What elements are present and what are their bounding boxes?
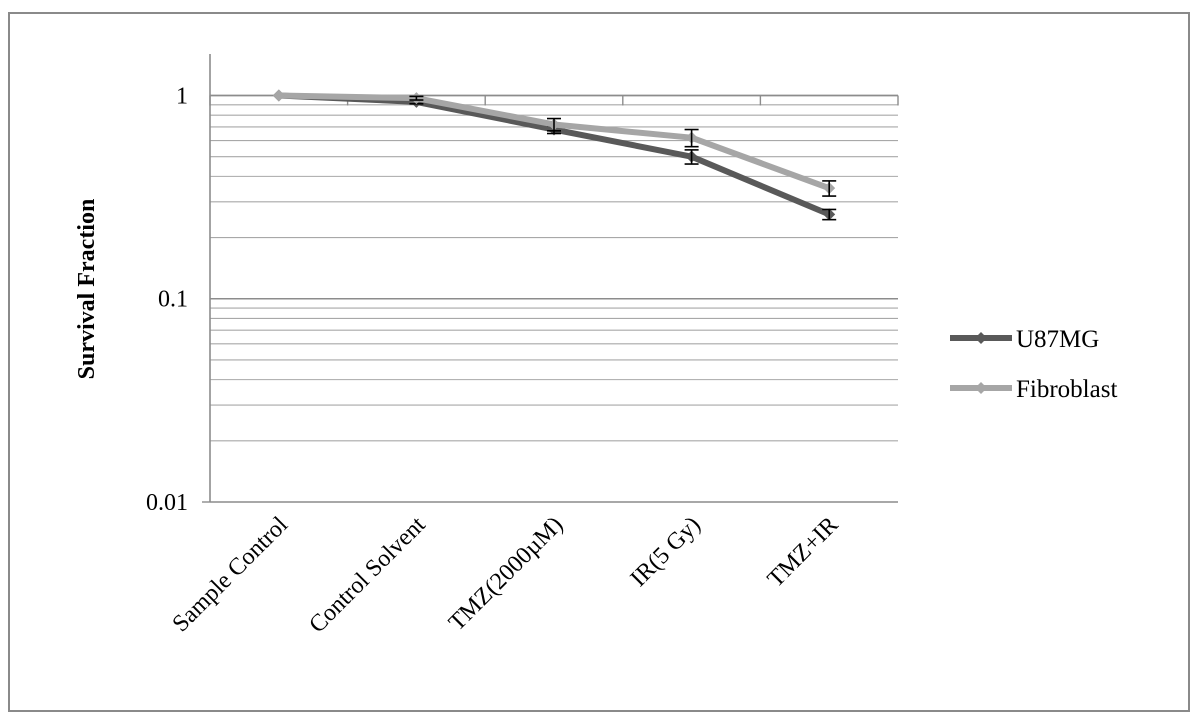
- gridlines: [210, 94, 898, 503]
- y-axis-title: Survival Fraction: [74, 199, 100, 380]
- chart-frame: 1 0.1 0.01 Sample Control Control Solvent TM…: [8, 12, 1190, 712]
- x-category-label: TMZ+IR: [763, 512, 844, 593]
- y-tick-labels: 1 0.1 0.01: [146, 83, 188, 516]
- data-point: [272, 89, 285, 102]
- series-lines: [272, 89, 837, 221]
- y-tick-label: 1: [176, 83, 188, 109]
- legend-label: U87MG: [1016, 326, 1099, 353]
- legend-marker: [975, 382, 987, 394]
- survival-fraction-chart: 10.10.01 Sample Control Control Solvent TM…: [74, 54, 1117, 639]
- x-category-label: IR(5 Gy): [626, 512, 706, 592]
- legend: U87MG Fibroblast: [950, 326, 1117, 403]
- y-tick-label: 0.01: [146, 490, 188, 516]
- x-category-labels: Sample Control Control Solvent TMZ(2000µM)…: [168, 512, 844, 639]
- legend-marker: [975, 332, 987, 344]
- legend-label: Fibroblast: [1016, 376, 1117, 403]
- series-line: [275, 92, 833, 192]
- x-category-label: Control Solvent: [304, 512, 431, 639]
- y-tick-label: 0.1: [158, 287, 188, 313]
- x-category-label: TMZ(2000µM): [444, 512, 568, 636]
- x-category-label: Sample Control: [168, 512, 294, 638]
